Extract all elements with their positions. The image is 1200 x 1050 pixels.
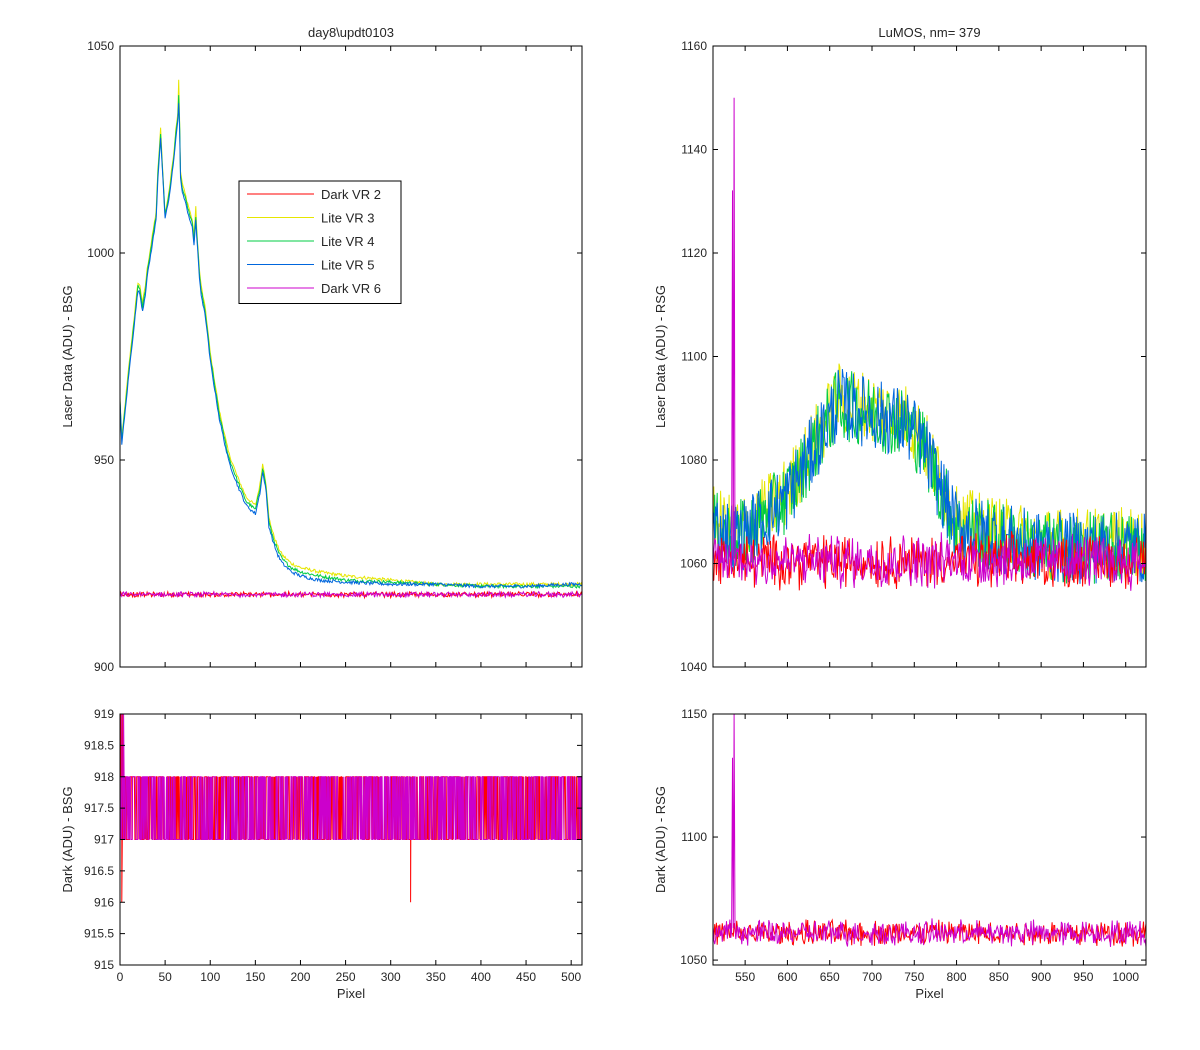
x-tick-label: 900 xyxy=(1031,970,1051,984)
legend-label: Lite VR 4 xyxy=(321,234,374,249)
x-tick-label: 150 xyxy=(245,970,265,984)
y-tick-label: 916 xyxy=(94,895,114,909)
legend-label: Lite VR 3 xyxy=(321,211,374,226)
y-tick-label: 1160 xyxy=(681,39,707,53)
y-tick-label: 918 xyxy=(94,770,114,784)
legend-label: Lite VR 5 xyxy=(321,258,374,273)
panel-top-right: 1040 1060 1080 1100 1120 1140 1160 LuMOS, nm= 3… xyxy=(653,25,1147,674)
x-tick-label: 1000 xyxy=(1112,970,1139,984)
y-tick-label: 915.5 xyxy=(84,927,114,941)
y-tick-label: 1100 xyxy=(681,350,707,364)
series-line-dark-vr-6 xyxy=(713,97,1146,591)
series-line-dark-vr-6 xyxy=(120,590,582,599)
y-axis-label: Dark (ADU) - BSG xyxy=(60,786,75,892)
y-tick-label: 1080 xyxy=(680,453,707,467)
axes-frame xyxy=(712,713,1147,966)
y-tick-label: 917.5 xyxy=(84,801,114,815)
x-axis-label: Pixel xyxy=(337,986,365,1001)
y-axis-label: Laser Data (ADU) - BSG xyxy=(60,285,75,427)
y-tick-label: 1050 xyxy=(87,39,114,53)
x-tick-label: 250 xyxy=(336,970,356,984)
x-tick-label: 800 xyxy=(947,970,967,984)
y-tick-label: 1060 xyxy=(680,557,707,571)
plot-area-bottom-right xyxy=(713,714,1146,947)
y-tick-label: 915 xyxy=(94,958,114,972)
legend: Dark VR 2 Lite VR 3 Lite VR 4 Lite VR 5 Dark… xyxy=(238,180,402,304)
panel-top-left: 900 950 1000 1050 day8\updt0103 Laser Data (A… xyxy=(60,25,583,674)
x-tick-label: 450 xyxy=(516,970,536,984)
y-tick-label: 950 xyxy=(94,453,114,467)
x-tick-label: 0 xyxy=(117,970,124,984)
y-tick-label: 918.5 xyxy=(84,738,114,752)
x-tick-label: 400 xyxy=(471,970,491,984)
y-tick-label: 919 xyxy=(94,707,114,721)
y-axis-label: Dark (ADU) - RSG xyxy=(653,786,668,893)
plot-title: LuMOS, nm= 379 xyxy=(878,25,980,40)
series-line-dark-vr-6 xyxy=(713,714,1146,947)
x-tick-label: 700 xyxy=(862,970,882,984)
x-tick-label: 650 xyxy=(820,970,840,984)
y-axis-label: Laser Data (ADU) - RSG xyxy=(653,285,668,428)
x-tick-label: 850 xyxy=(989,970,1009,984)
y-tick-label: 916.5 xyxy=(84,864,114,878)
x-tick-label: 750 xyxy=(904,970,924,984)
panel-bottom-left: 0 50 100 150 200 250 300 350 400 450 500 915 915.5 91… xyxy=(60,707,583,1001)
y-tick-label: 1040 xyxy=(680,660,707,674)
x-tick-label: 100 xyxy=(200,970,220,984)
plot-area-top-left xyxy=(120,79,582,600)
y-tick-label: 1100 xyxy=(681,830,707,844)
legend-box xyxy=(238,180,402,304)
y-tick-label: 900 xyxy=(94,660,114,674)
plot-area-top-right xyxy=(713,97,1146,591)
x-tick-label: 550 xyxy=(735,970,755,984)
y-tick-label: 1150 xyxy=(681,707,707,721)
legend-label: Dark VR 2 xyxy=(321,187,381,202)
series-line-lite-vr-5 xyxy=(713,368,1146,584)
x-tick-label: 600 xyxy=(777,970,797,984)
plot-area-bottom-left xyxy=(120,714,582,903)
x-tick-label: 500 xyxy=(561,970,581,984)
series-line-dark-vr-2 xyxy=(713,918,1146,947)
x-tick-label: 200 xyxy=(290,970,310,984)
panel-bottom-right: 550 600 650 700 750 800 850 900 950 1000 1050 1100 1… xyxy=(653,707,1147,1001)
y-tick-label: 917 xyxy=(94,833,114,847)
legend-label: Dark VR 6 xyxy=(321,281,381,296)
y-tick-label: 1120 xyxy=(681,246,707,260)
series-line-lite-vr-5 xyxy=(120,103,582,589)
x-tick-label: 300 xyxy=(381,970,401,984)
axes-frame xyxy=(119,45,583,668)
plot-title: day8\updt0103 xyxy=(308,25,394,40)
y-tick-label: 1000 xyxy=(87,246,114,260)
y-tick-label: 1140 xyxy=(681,143,707,157)
x-tick-label: 350 xyxy=(426,970,446,984)
x-tick-label: 50 xyxy=(158,970,172,984)
y-tick-label: 1050 xyxy=(680,953,707,967)
x-tick-label: 950 xyxy=(1073,970,1093,984)
x-axis-label: Pixel xyxy=(915,986,943,1001)
series-line-dark-vr-6 xyxy=(120,714,582,840)
